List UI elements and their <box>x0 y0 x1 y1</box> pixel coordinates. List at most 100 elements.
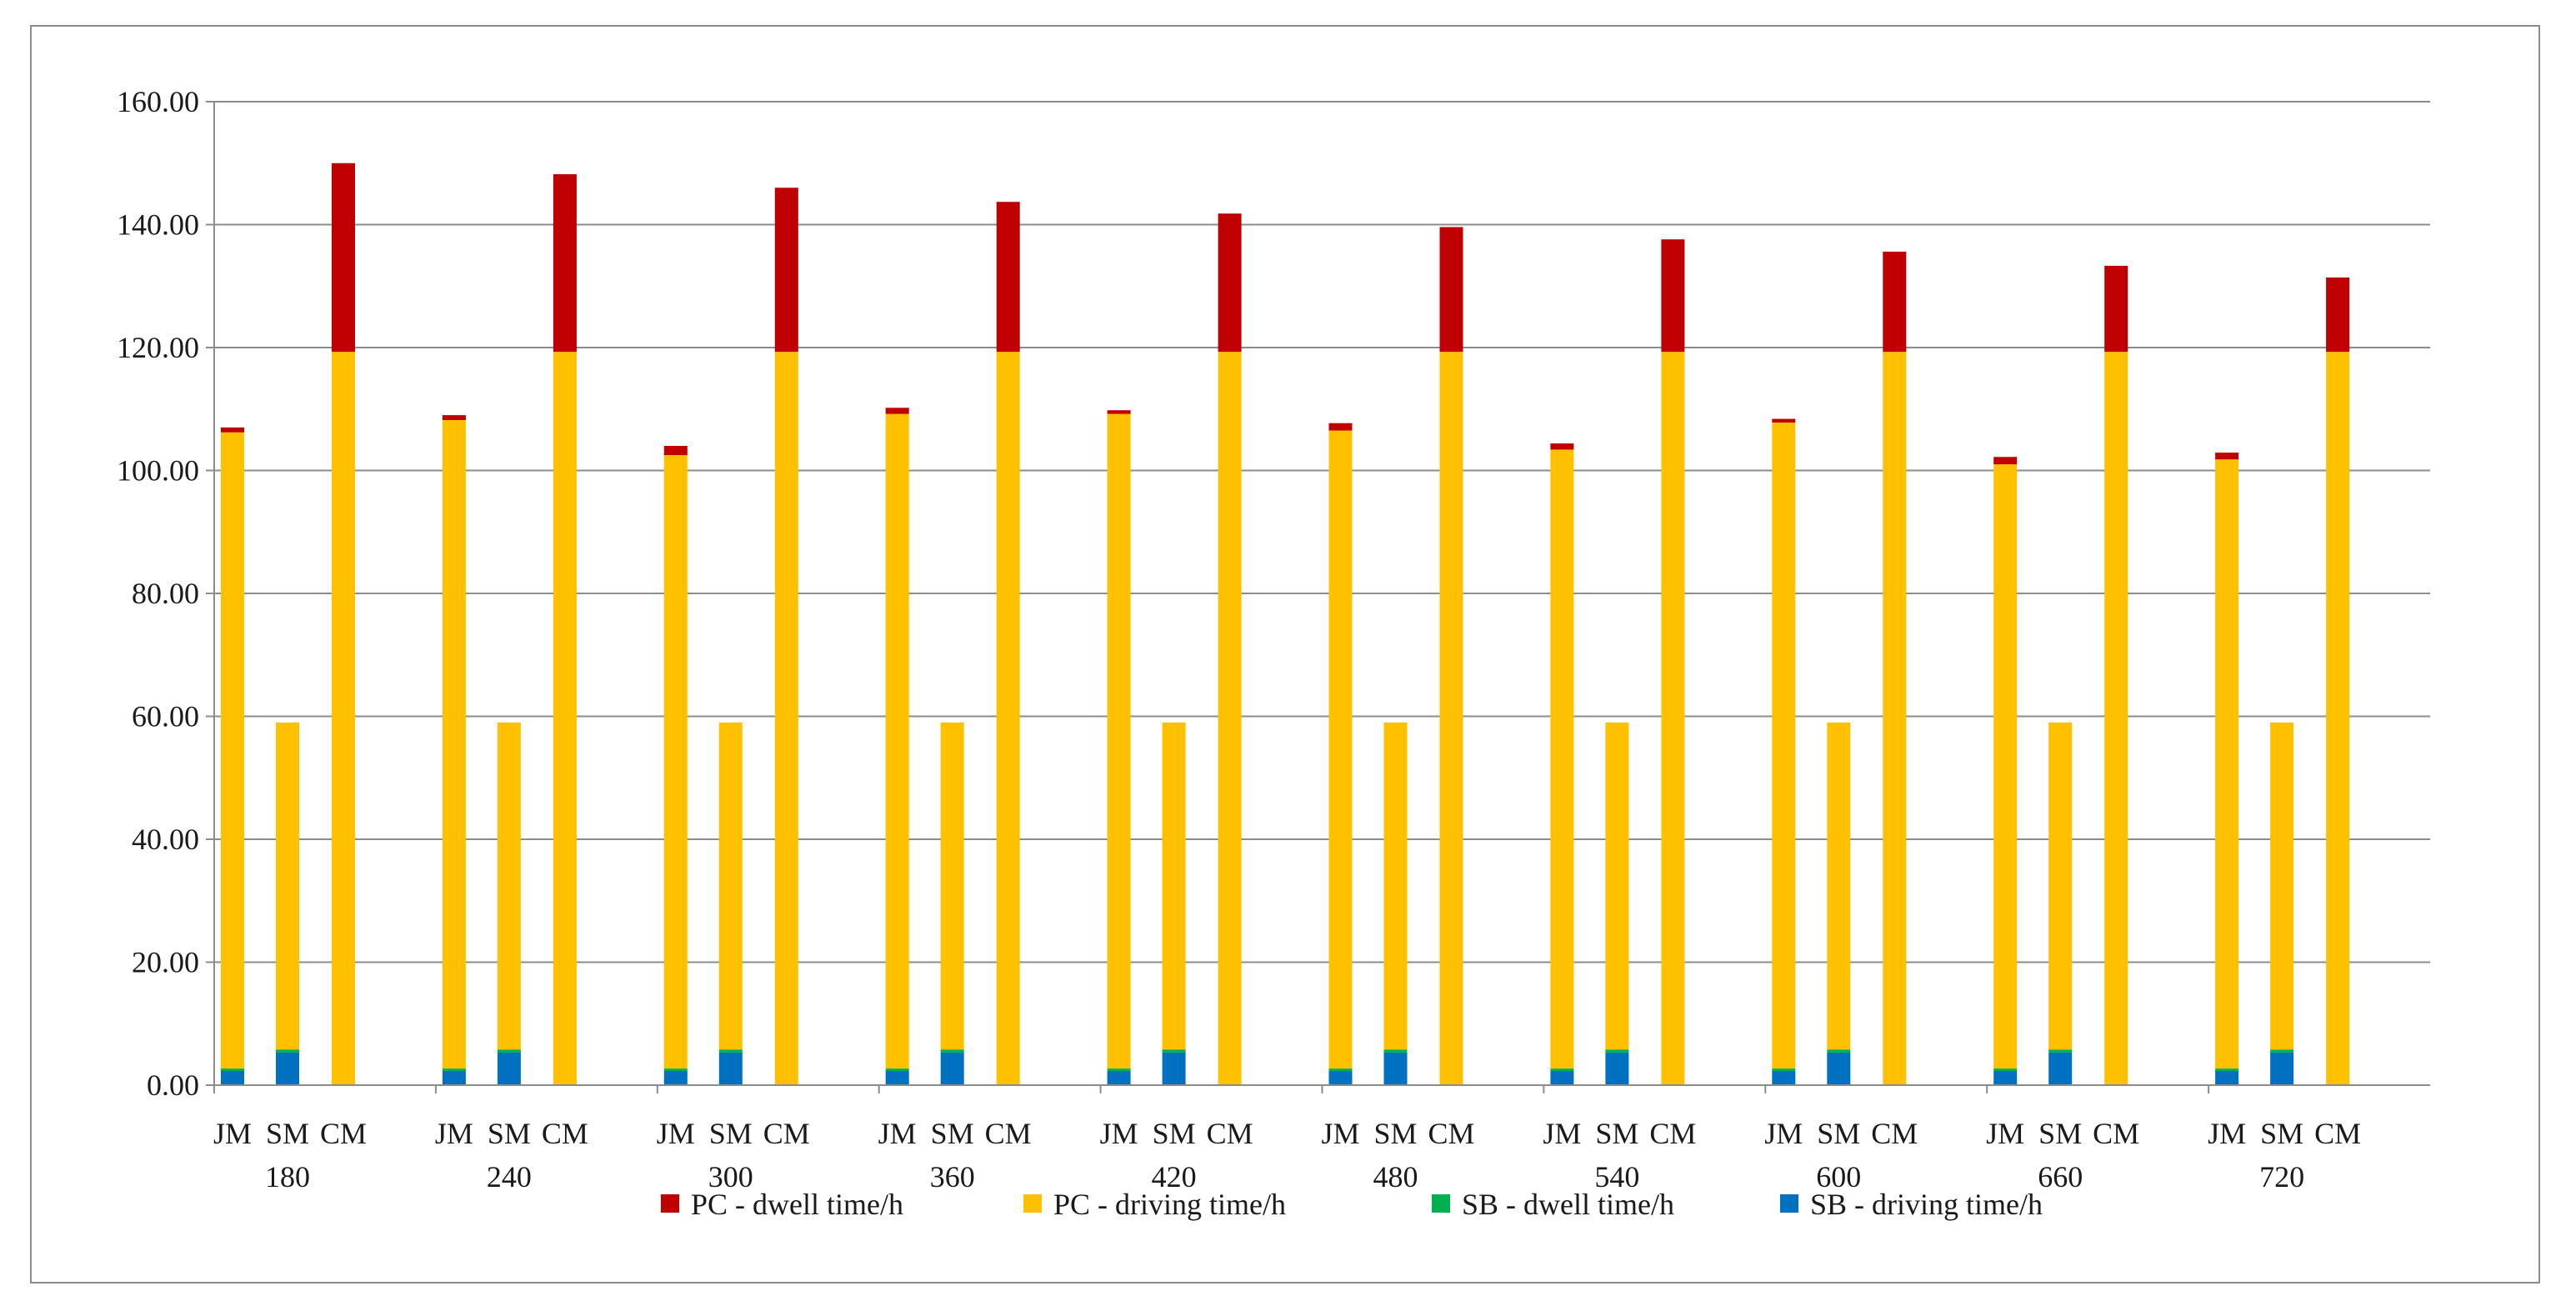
bar-segment <box>1328 430 1353 1069</box>
bar-segment <box>1661 352 1685 1086</box>
x-method-label: CM <box>1871 1117 1918 1150</box>
x-method-label: SM <box>1373 1117 1417 1150</box>
bar-segment <box>1107 1068 1131 1072</box>
bar-segment <box>940 1049 964 1053</box>
x-group-label: 480 <box>1373 1160 1418 1193</box>
x-group-label: 240 <box>487 1160 532 1193</box>
chart-frame: 0.00 20.00 40.00 60.00 80.00 100.00 120.00 140.… <box>30 25 2540 1283</box>
bar-segment <box>996 352 1020 1086</box>
bar-segment <box>1661 239 1685 353</box>
x-group-label: 720 <box>2259 1160 2304 1193</box>
bar-segment <box>1162 722 1186 1050</box>
bar-segment <box>663 455 688 1069</box>
x-method-label: CM <box>1428 1117 1474 1150</box>
bar-segment <box>1772 1071 1796 1085</box>
bar-segment <box>1328 1068 1353 1072</box>
legend: PC - dwell time/h PC - driving time/h SB -… <box>661 1188 2043 1221</box>
bar-segment <box>718 1049 743 1053</box>
bar-segment <box>2270 1052 2294 1085</box>
stacked-bar-chart: 0.00 20.00 40.00 60.00 80.00 100.00 120.00 140.… <box>117 85 2430 1221</box>
x-method-label: CM <box>2093 1117 2139 1150</box>
bar-segment <box>1605 1052 1629 1085</box>
bar-segment <box>2215 1071 2239 1085</box>
bar-segment <box>663 446 688 456</box>
x-method-label: SM <box>1153 1117 1196 1150</box>
x-group-label: 420 <box>1152 1160 1197 1193</box>
bar-segment <box>1550 449 1574 1069</box>
bar-segment <box>1218 213 1242 353</box>
bar-segment <box>2104 352 2128 1086</box>
x-method-label: CM <box>1649 1117 1696 1150</box>
bar-segment <box>940 722 964 1050</box>
x-method-label: JM <box>435 1117 473 1150</box>
legend-label: SB - driving time/h <box>1810 1188 2043 1221</box>
x-method-label: JM <box>657 1117 695 1150</box>
bar-segment <box>1162 1049 1186 1053</box>
x-method-label: CM <box>542 1117 588 1150</box>
x-group-label: 540 <box>1594 1160 1639 1193</box>
bar-segment <box>2326 352 2350 1086</box>
x-method-label: CM <box>763 1117 810 1150</box>
bar-segment <box>442 420 466 1069</box>
x-group-label: 180 <box>265 1160 310 1193</box>
bar-segment <box>2270 722 2294 1050</box>
bar-segment <box>276 1052 299 1085</box>
x-method-label: SM <box>488 1117 531 1150</box>
bar-segment <box>332 163 355 353</box>
bar-segment <box>2215 459 2239 1069</box>
bar-segment <box>1383 722 1408 1050</box>
bar-segment <box>221 1068 244 1072</box>
legend-swatch <box>661 1194 679 1213</box>
bar-segment <box>885 1071 909 1085</box>
bar-segment <box>1605 722 1629 1050</box>
bar-segment <box>1162 1052 1186 1085</box>
bars <box>221 163 2350 1086</box>
y-tick-label: 140.00 <box>117 208 199 242</box>
x-method-label: JM <box>1543 1117 1581 1150</box>
bar-segment <box>718 1052 743 1085</box>
bar-segment <box>497 722 521 1050</box>
bar-segment <box>1383 1049 1408 1053</box>
x-method-label: SM <box>709 1117 753 1150</box>
bar-segment <box>442 1068 466 1072</box>
x-method-label: SM <box>1817 1117 1860 1150</box>
axes: 0.00 20.00 40.00 60.00 80.00 100.00 120.00 140.… <box>117 85 2430 1193</box>
y-tick-label: 100.00 <box>117 454 199 488</box>
x-method-label: JM <box>1321 1117 1359 1150</box>
x-group-label: 360 <box>930 1160 975 1193</box>
bar-segment <box>2215 1068 2239 1072</box>
y-tick-label: 60.00 <box>132 700 199 733</box>
x-method-label: JM <box>1986 1117 2024 1150</box>
bar-segment <box>1550 1071 1574 1085</box>
bar-segment <box>2215 453 2239 460</box>
bar-segment <box>1328 423 1353 431</box>
bar-segment <box>221 432 244 1069</box>
bar-segment <box>996 202 1020 353</box>
bar-segment <box>885 413 909 1069</box>
bar-segment <box>1993 457 2018 465</box>
bar-segment <box>885 1068 909 1072</box>
bar-segment <box>1772 418 1796 423</box>
bar-segment <box>1772 1068 1796 1072</box>
bar-segment <box>276 1049 299 1053</box>
bar-segment <box>442 1071 466 1085</box>
x-method-label: SM <box>266 1117 309 1150</box>
bar-segment <box>221 427 244 433</box>
bar-segment <box>1827 1049 1851 1053</box>
x-method-label: CM <box>1207 1117 1253 1150</box>
bar-segment <box>2104 265 2128 353</box>
legend-label: SB - dwell time/h <box>1462 1188 1674 1221</box>
bar-segment <box>332 352 355 1086</box>
bar-segment <box>1883 251 1907 353</box>
x-method-label: CM <box>2314 1117 2361 1150</box>
bar-segment <box>2048 1049 2073 1053</box>
bar-segment <box>718 722 743 1050</box>
legend-label: PC - driving time/h <box>1053 1188 1286 1221</box>
bar-segment <box>1107 1071 1131 1085</box>
legend-swatch <box>1432 1194 1450 1213</box>
bar-segment <box>663 1068 688 1072</box>
x-method-label: SM <box>1595 1117 1638 1150</box>
bar-segment <box>1605 1049 1629 1053</box>
bar-segment <box>885 408 909 414</box>
x-method-label: CM <box>320 1117 367 1150</box>
